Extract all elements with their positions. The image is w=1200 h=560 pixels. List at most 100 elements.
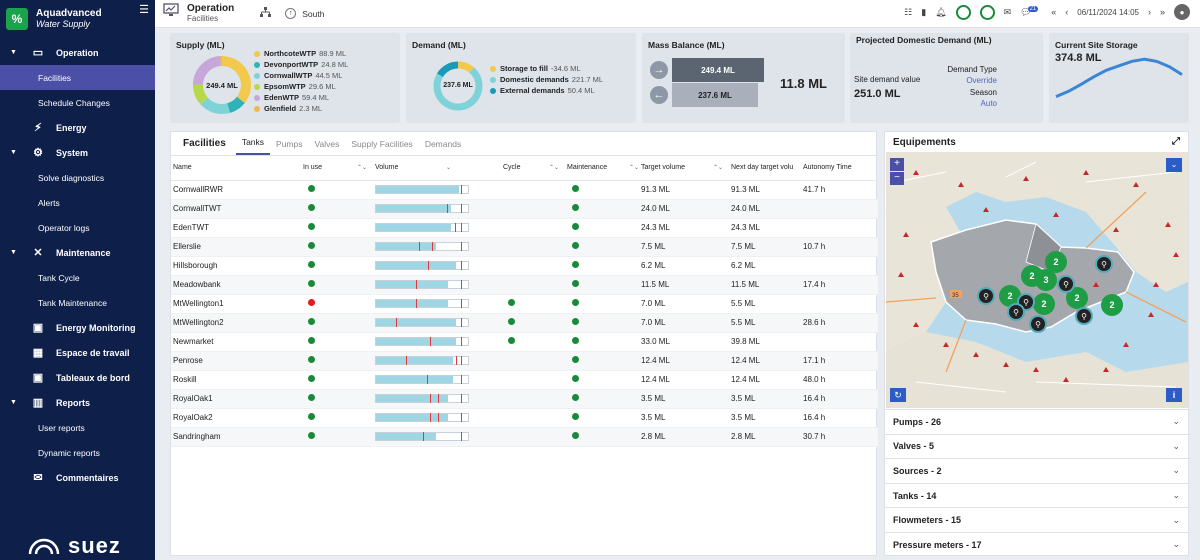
fullscreen-icon[interactable]: ⤢ (1172, 136, 1180, 147)
cluster-marker[interactable]: 2 (1021, 265, 1043, 287)
tank-marker-icon[interactable]: ⚲ (1029, 315, 1047, 333)
tank-marker-icon[interactable]: ⚲ (1075, 307, 1093, 325)
info-icon[interactable]: i (1166, 388, 1182, 402)
layers-dropdown-icon[interactable]: ⌄ (1166, 158, 1182, 172)
tank-marker-icon[interactable]: ⚲ (1057, 275, 1075, 293)
cluster-marker[interactable]: 2 (1066, 287, 1088, 309)
sidebar-item-tableaux-de-bord[interactable]: ▣ Tableaux de bord (0, 365, 155, 390)
sidebar-item-operation[interactable]: ▼ ▭ Operation (0, 40, 155, 65)
chevron-down-icon[interactable]: ⌄ (1172, 416, 1180, 427)
sidebar-item-user-reports[interactable]: User reports (0, 415, 155, 440)
tank-marker-icon[interactable]: ⚲ (977, 287, 995, 305)
status-ring-icon[interactable] (979, 4, 995, 20)
season-value[interactable]: Auto (980, 99, 997, 108)
col-in-use[interactable]: In use ⌃⌄ (301, 156, 373, 181)
sidebar-item-solve-diagnostics[interactable]: Solve diagnostics (0, 165, 155, 190)
rewind-icon[interactable]: « (1051, 7, 1057, 17)
hierarchy-icon[interactable] (260, 7, 272, 20)
refresh-icon[interactable]: ↻ (890, 388, 906, 402)
sidebar-item-maintenance[interactable]: ▼ ✕ Maintenance (0, 240, 155, 265)
equipment-section[interactable]: Tanks - 14 ⌄ (885, 482, 1188, 508)
col-name[interactable]: Name (171, 156, 301, 181)
equipment-section[interactable]: Valves - 5 ⌄ (885, 433, 1188, 459)
table-row[interactable]: MtWellington1 7.0 ML 5.5 ML (171, 294, 878, 314)
datetime[interactable]: 06/11/2024 14:05 (1077, 7, 1139, 17)
sidebar-item-dynamic-reports[interactable]: Dynamic reports (0, 440, 155, 465)
sidebar-item-reports[interactable]: ▼ ▥ Reports (0, 390, 155, 415)
zoom-in-button[interactable]: + (890, 158, 904, 171)
prev-icon[interactable]: ‹ (1065, 7, 1069, 17)
table-row[interactable]: Hillsborough 6.2 ML 6.2 ML (171, 256, 878, 276)
zoom-out-button[interactable]: − (890, 172, 904, 185)
table-row[interactable]: RoyalOak1 3.5 ML 3.5 ML 16.4 h (171, 389, 878, 409)
film-icon[interactable]: ▮ (921, 6, 927, 17)
equipment-section[interactable]: Flowmeters - 15 ⌄ (885, 507, 1188, 532)
sidebar-item-alerts[interactable]: Alerts (0, 190, 155, 215)
status-ring-icon[interactable] (955, 4, 971, 20)
table-row[interactable]: Meadowbank 11.5 ML 11.5 ML 17.4 h (171, 275, 878, 295)
equipment-section[interactable]: Pumps - 26 ⌄ (885, 409, 1188, 434)
table-row[interactable]: CornwallTWT 24.0 ML 24.0 ML (171, 199, 878, 219)
col-next-day-target[interactable]: Next day target volu (729, 156, 801, 181)
col-volume[interactable]: Volume ⌄ (373, 156, 501, 181)
col-maintenance[interactable]: Maintenance ⌃⌄ (565, 156, 639, 181)
list-view-icon[interactable]: ☷ (904, 6, 913, 17)
location-up-icon[interactable]: ↑ (285, 8, 297, 19)
tab-tanks[interactable]: Tanks (235, 137, 271, 155)
sidebar-item-system[interactable]: ▼ ⚙︎ System (0, 140, 155, 165)
sidebar-item-tank-cycle[interactable]: Tank Cycle (0, 265, 155, 290)
table-row[interactable]: Ellerslie 7.5 ML 7.5 ML 10.7 h (171, 237, 878, 257)
chevron-down-icon[interactable]: ⌄ (1172, 539, 1180, 550)
table-row[interactable]: MtWellington2 7.0 ML 5.5 ML 28.6 h (171, 313, 878, 333)
equipment-section[interactable]: Pressure meters - 17 ⌄ (885, 531, 1188, 557)
chevron-down-icon[interactable]: ⌄ (1172, 465, 1180, 476)
table-row[interactable]: Newmarket 33.0 ML 39.8 ML (171, 332, 878, 352)
hamburger-menu-icon[interactable]: ☰ (139, 4, 149, 16)
cluster-marker[interactable]: 2 (1101, 294, 1123, 316)
chevron-down-icon[interactable]: ▼ (10, 149, 17, 156)
chat-icon[interactable]: 💬︎21 (1020, 5, 1039, 17)
sort-icon[interactable]: ⌃⌄ (712, 165, 723, 171)
chevron-down-icon[interactable]: ⌄ (1172, 514, 1180, 525)
chevron-down-icon[interactable]: ⌄ (1172, 440, 1180, 451)
mail-icon[interactable]: ✉ (1003, 6, 1012, 17)
next-icon[interactable]: › (1147, 7, 1151, 17)
table-row[interactable]: Penrose 12.4 ML 12.4 ML 17.1 h (171, 351, 878, 371)
bell-icon[interactable]: 🔔︎ (935, 6, 947, 17)
table-row[interactable]: Sandringham 2.8 ML 2.8 ML 30.7 h (171, 427, 878, 447)
chevron-down-icon[interactable]: ▼ (10, 249, 17, 256)
sidebar-item-commentaires[interactable]: ✉ Commentaires (0, 465, 155, 490)
col-target-volume[interactable]: Target volume ⌃⌄ (639, 156, 729, 181)
table-row[interactable]: Roskill 12.4 ML 12.4 ML 48.0 h (171, 370, 878, 390)
table-row[interactable]: EdenTWT 24.3 ML 24.3 ML (171, 218, 878, 238)
table-row[interactable]: CornwallRWR 91.3 ML 91.3 ML 41.7 h (171, 180, 878, 200)
sort-icon[interactable]: ⌄ (445, 165, 451, 171)
tab-valves[interactable]: Valves (314, 139, 340, 149)
sidebar-item-operator-logs[interactable]: Operator logs (0, 215, 155, 240)
sidebar-item-tank-maintenance[interactable]: Tank Maintenance (0, 290, 155, 315)
cluster-marker[interactable]: 2 (1045, 251, 1067, 273)
chevron-down-icon[interactable]: ▼ (10, 49, 17, 56)
sidebar-item-energy-monitoring[interactable]: ▣ Energy Monitoring (0, 315, 155, 340)
table-row[interactable]: RoyalOak2 3.5 ML 3.5 ML 16.4 h (171, 408, 878, 428)
equipment-map[interactable]: 35 2 3 2 2 2 2 2 ⚲ ⚲ ⚲ ⚲ ⚲ ⚲ ⚲ + − ⌄ ↻ i (886, 152, 1188, 408)
sidebar-item-espace-de-travail[interactable]: ▦ Espace de travail (0, 340, 155, 365)
sort-icon[interactable]: ⌃⌄ (548, 165, 559, 171)
fast-forward-icon[interactable]: » (1159, 7, 1165, 17)
tab-supply-facilities[interactable]: Supply Facilities (351, 139, 413, 149)
tab-demands[interactable]: Demands (424, 139, 462, 149)
avatar[interactable]: ● (1174, 4, 1190, 20)
chevron-down-icon[interactable]: ⌄ (1172, 490, 1180, 501)
col-autonomy-time[interactable]: Autonomy Time (801, 156, 878, 181)
sidebar-item-energy[interactable]: ⚡︎ Energy (0, 115, 155, 140)
sort-icon[interactable]: ⌃⌄ (356, 165, 367, 171)
location-label[interactable]: South (302, 8, 325, 19)
col-cycle[interactable]: Cycle ⌃⌄ (501, 156, 565, 181)
tank-marker-icon[interactable]: ⚲ (1007, 303, 1025, 321)
tab-pumps[interactable]: Pumps (276, 139, 303, 149)
tank-marker-icon[interactable]: ⚲ (1095, 255, 1113, 273)
sidebar-item-facilities[interactable]: Facilities (0, 65, 155, 90)
demand-type-value[interactable]: Override (966, 76, 997, 85)
sort-icon[interactable]: ⌃⌄ (628, 165, 639, 171)
cluster-marker[interactable]: 2 (1033, 293, 1055, 315)
